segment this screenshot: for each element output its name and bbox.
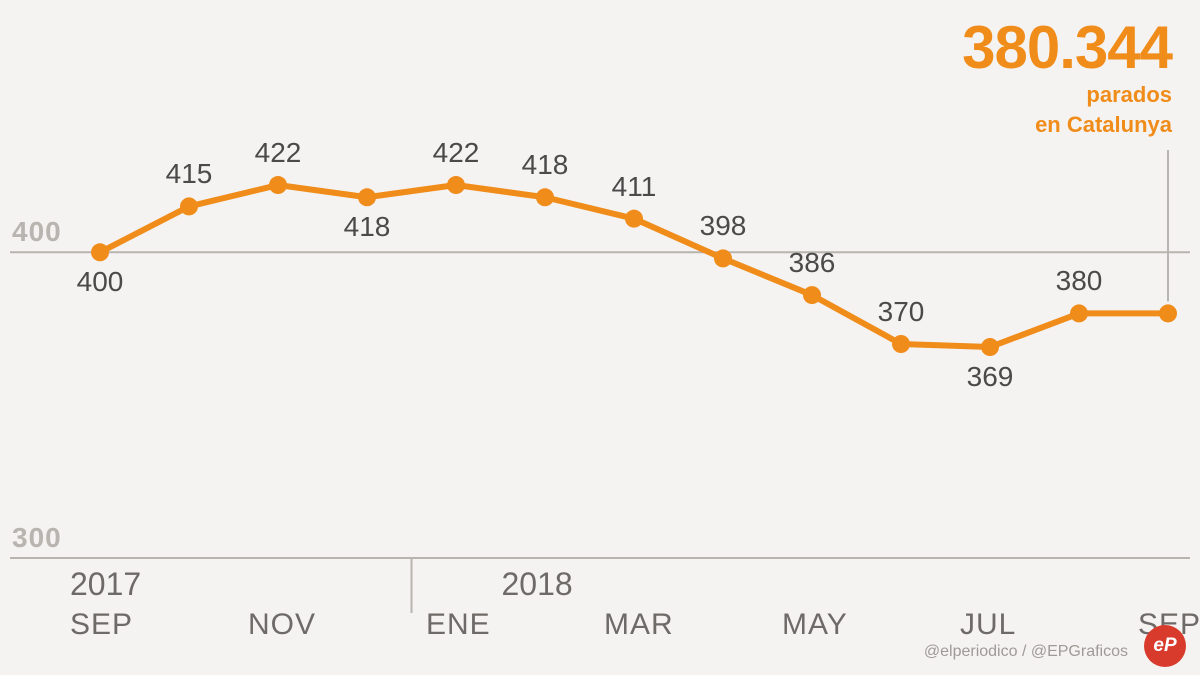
data-point-label: 411 [612,171,657,203]
headline-sub-2: en Catalunya [962,112,1172,138]
headline-block: 380.344 parados en Catalunya [962,18,1172,139]
x-axis-tick-label: ENE [426,608,491,642]
x-axis-tick-label: JUL [960,608,1016,642]
x-axis-tick-label: MAR [604,608,674,642]
data-point-label: 422 [433,137,480,169]
headline-number: 380.344 [962,18,1172,78]
data-point-label: 380 [1056,265,1103,297]
data-point-label: 400 [77,266,124,298]
headline-sub-1: parados [962,82,1172,108]
x-axis-tick-label: MAY [782,608,848,642]
data-point-label: 370 [878,296,925,328]
data-point-label: 369 [967,361,1014,393]
data-point-label: 422 [255,137,302,169]
y-axis-tick-label: 400 [12,216,62,248]
x-axis-tick-label: NOV [248,608,316,642]
x-axis-tick-label: SEP [70,608,133,642]
data-point-label: 386 [789,247,836,279]
data-point-label: 418 [522,149,569,181]
chart-container: 380.344 parados en Catalunya 400 300 400 41… [0,0,1200,675]
year-label-right: 2018 [502,566,573,603]
publisher-logo-icon: eP [1144,625,1186,667]
y-axis-tick-label: 300 [12,522,62,554]
year-label-left: 2017 [70,566,141,603]
data-point-label: 415 [166,158,213,190]
credit-text: @elperiodico / @EPGraficos [924,643,1128,661]
data-point-label: 398 [700,210,747,242]
data-point-label: 418 [344,211,391,243]
